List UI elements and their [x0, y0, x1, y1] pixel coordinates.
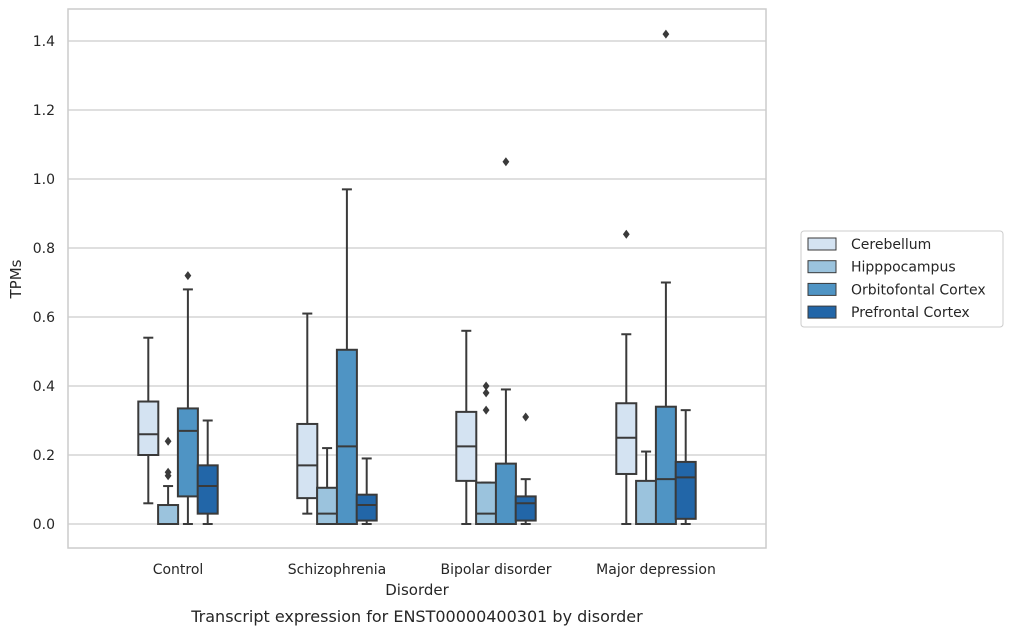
box-iqr — [316, 486, 339, 525]
x-tick-label: Bipolar disorder — [440, 562, 551, 578]
box-hipppocampus — [635, 450, 658, 525]
box-hipppocampus — [475, 381, 498, 526]
boxes — [137, 29, 697, 526]
box-cerebellum — [615, 229, 638, 525]
legend-label: Cerebellum — [851, 237, 931, 253]
legend-swatch — [807, 282, 837, 296]
outlier-point — [482, 405, 490, 415]
box-orbitofontal-cortex — [654, 29, 677, 526]
box-iqr — [494, 462, 517, 525]
x-tick-label: Control — [153, 562, 204, 578]
plot-frame — [67, 8, 767, 549]
legend-swatch — [807, 305, 837, 319]
box-iqr — [674, 460, 697, 520]
x-tick-label: Major depression — [596, 562, 716, 578]
chart-caption: Transcript expression for ENST0000040030… — [190, 607, 643, 626]
box-iqr — [296, 422, 319, 500]
box-iqr — [654, 405, 677, 526]
box-cerebellum — [296, 312, 319, 515]
x-axis-ticks: Control Schizophrenia Bipolar disorder Majo… — [153, 562, 716, 578]
box-orbitofontal-cortex — [176, 271, 199, 525]
outlier-point — [522, 412, 530, 422]
box-iqr — [335, 348, 358, 525]
outlier-point — [482, 388, 490, 398]
box-prefrontal-cortex — [514, 412, 537, 525]
y-tick-label: 0.6 — [33, 310, 55, 326]
box-iqr — [635, 479, 658, 525]
box-iqr — [196, 464, 219, 515]
box-prefrontal-cortex — [355, 457, 378, 525]
y-tick-label: 0.2 — [33, 448, 55, 464]
y-tick-label: 0.4 — [33, 379, 55, 395]
y-tick-label: 1.4 — [33, 34, 55, 50]
box-orbitofontal-cortex — [494, 157, 517, 525]
box-iqr — [137, 400, 160, 456]
legend-label: Orbitofontal Cortex — [851, 282, 986, 298]
outlier-point — [482, 381, 490, 391]
box-iqr — [176, 407, 199, 498]
outlier-point — [622, 229, 630, 239]
x-tick-label: Schizophrenia — [288, 562, 386, 578]
y-tick-label: 1.0 — [33, 172, 55, 188]
legend-label: Hipppocampus — [851, 260, 956, 276]
outlier-point — [502, 157, 510, 167]
box-orbitofontal-cortex — [335, 188, 358, 525]
y-tick-label: 0.0 — [33, 517, 55, 533]
box-iqr — [157, 504, 180, 525]
y-axis-title: TPMs — [7, 259, 25, 299]
box-cerebellum — [137, 336, 160, 505]
outlier-point — [164, 436, 172, 446]
box-iqr — [355, 493, 378, 522]
box-prefrontal-cortex — [674, 409, 697, 525]
y-tick-label: 1.2 — [33, 103, 55, 119]
box-prefrontal-cortex — [196, 419, 219, 525]
box-iqr — [475, 481, 498, 526]
outlier-point — [184, 271, 192, 281]
legend-label: Prefrontal Cortex — [851, 305, 970, 321]
legend-frame — [800, 230, 1004, 328]
box-hipppocampus — [316, 447, 339, 525]
box-iqr — [514, 495, 537, 522]
legend-swatch — [807, 237, 837, 251]
outlier-point — [662, 29, 670, 39]
legend-swatch — [807, 260, 837, 274]
outlier-point — [164, 467, 172, 477]
box-cerebellum — [455, 329, 478, 525]
legend: Cerebellum Hipppocampus Orbitofontal Corte… — [800, 230, 1004, 328]
x-axis-title: Disorder — [385, 581, 449, 599]
y-axis-ticks: 0.0 0.2 0.4 0.6 0.8 1.0 1.2 1.4 — [33, 34, 55, 533]
box-hipppocampus — [157, 436, 180, 525]
y-tick-label: 0.8 — [33, 241, 55, 257]
